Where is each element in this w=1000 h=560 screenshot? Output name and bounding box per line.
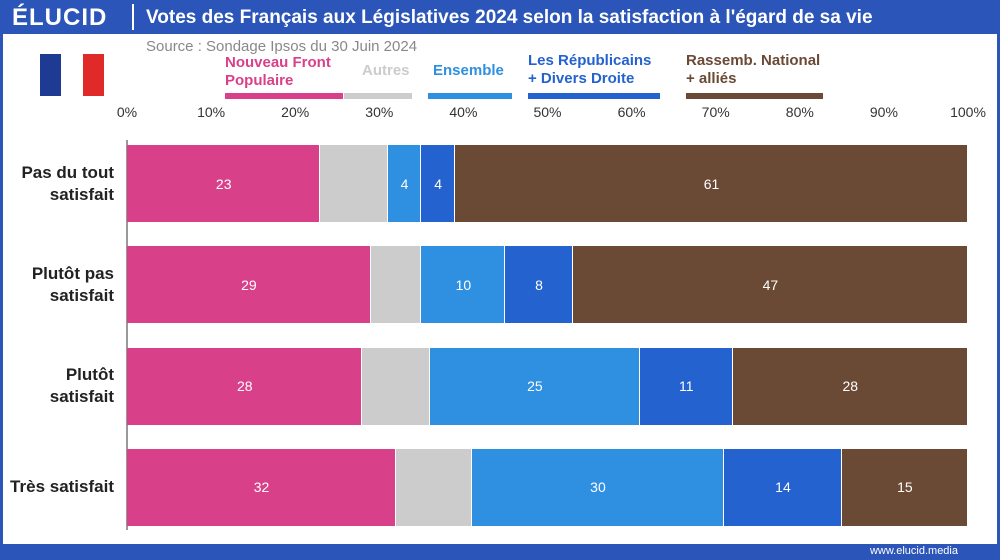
footer-band <box>0 544 1000 560</box>
chart-title: Votes des Français aux Législatives 2024… <box>146 7 873 28</box>
legend-label: Les Républicains + Divers Droite <box>528 52 652 87</box>
bar-segment <box>362 347 430 425</box>
legend-label: Nouveau Front Populaire <box>225 54 331 89</box>
bar-segment <box>471 448 725 526</box>
bar-segment <box>505 246 573 324</box>
value-label: 10 <box>455 276 472 293</box>
bar-segment <box>320 145 388 222</box>
value-label: 47 <box>762 276 779 293</box>
x-tick-label: 50% <box>533 104 562 120</box>
value-label: 25 <box>527 378 543 395</box>
bar-segment <box>421 246 506 324</box>
category-label: Plutôt pas satisfait <box>31 263 114 305</box>
footer: www.elucid.media <box>869 545 958 557</box>
brand: ÉLUCID <box>12 4 108 31</box>
bar-segment <box>572 246 968 324</box>
value-label: 28 <box>236 378 253 395</box>
flag <box>40 54 104 96</box>
legend-swatch <box>344 93 412 99</box>
bar-segment <box>732 347 968 425</box>
bar-segment <box>127 448 397 526</box>
bar-segment <box>454 145 968 222</box>
value-label: 28 <box>842 378 859 395</box>
value-label: 30 <box>590 479 606 496</box>
value-label: 29 <box>241 276 257 293</box>
bar-segment <box>127 145 321 222</box>
bar-segment <box>429 347 640 425</box>
value-label: 14 <box>775 479 791 496</box>
x-tick-label: 80% <box>785 104 814 120</box>
legend-swatch <box>528 93 660 99</box>
legend-label: Autres <box>362 62 410 79</box>
legend-swatch <box>686 93 823 99</box>
legend-label: Ensemble <box>433 62 504 79</box>
category-label: Pas du tout satisfait <box>21 162 114 204</box>
value-label: 8 <box>535 276 543 293</box>
x-tick-label: 70% <box>701 104 730 120</box>
bar-segment <box>421 145 455 222</box>
value-label: 61 <box>703 175 720 192</box>
legend-swatch <box>225 93 343 99</box>
bar-segment <box>724 448 842 526</box>
category-label: Très satisfait <box>10 477 114 497</box>
x-tick-label: 40% <box>449 104 478 120</box>
value-label: 4 <box>400 175 409 192</box>
bar-segment <box>640 347 733 425</box>
bar-segment <box>127 347 363 425</box>
axis-line <box>126 140 128 530</box>
x-tick-label: 10% <box>197 104 226 120</box>
x-tick-label: 0% <box>116 104 138 120</box>
x-tick-label: 30% <box>365 104 394 120</box>
bar-segment <box>127 246 371 324</box>
x-tick-label: 60% <box>617 104 646 120</box>
header-band <box>0 0 1000 34</box>
value-label: 15 <box>897 479 913 496</box>
value-label: 4 <box>434 175 443 192</box>
legend-label: Rassemb. National + alliés <box>686 52 821 87</box>
separator <box>132 4 134 30</box>
x-tick-label: 20% <box>281 104 310 120</box>
bar-segment <box>841 448 968 526</box>
x-tick-label: 100% <box>950 104 986 120</box>
bar-segment <box>396 448 472 526</box>
value-label: 23 <box>215 175 232 192</box>
legend-swatch <box>428 93 512 99</box>
x-tick-label: 90% <box>869 104 898 120</box>
bar-segment <box>370 246 422 324</box>
bar-segment <box>387 145 422 222</box>
category-label: Plutôt satisfait <box>49 365 114 407</box>
value-label: 11 <box>678 378 694 395</box>
value-label: 32 <box>253 479 270 496</box>
chart-subtitle: Source : Sondage Ipsos du 30 Juin 2024 <box>146 38 418 55</box>
